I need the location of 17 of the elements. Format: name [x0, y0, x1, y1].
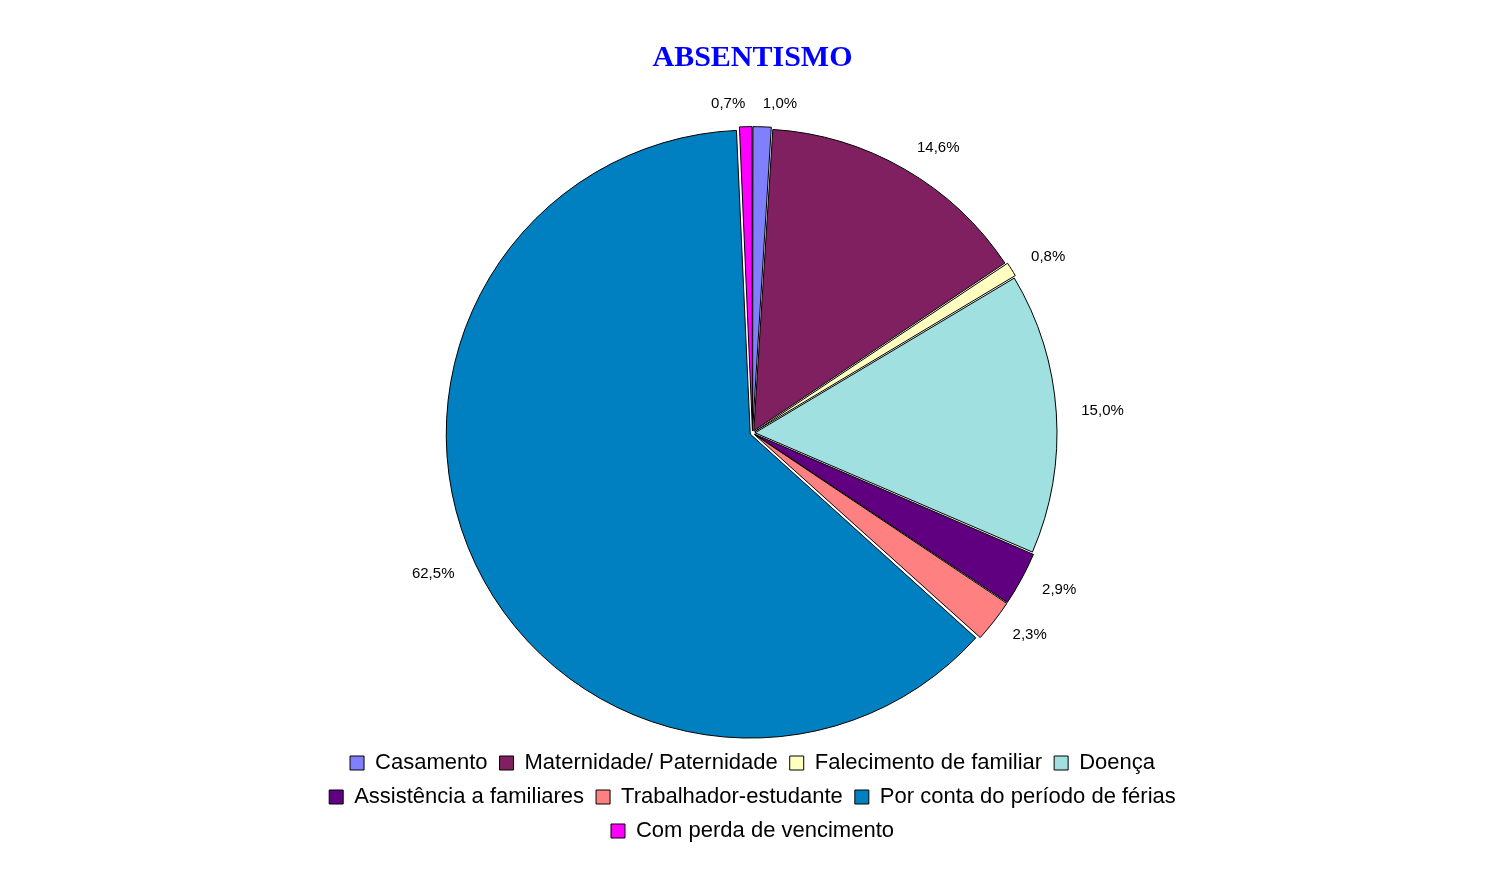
- data-label: 1,0%: [762, 93, 798, 111]
- data-label: 14,6%: [916, 137, 960, 155]
- legend-label: Assistência a familiares: [354, 783, 585, 809]
- data-label: 0,8%: [1031, 247, 1066, 265]
- legend-label: Doença: [1079, 749, 1156, 775]
- data-label: 2,3%: [1012, 625, 1047, 643]
- data-label: 15,0%: [1081, 401, 1124, 419]
- chart-title: ABSENTISMO: [652, 38, 853, 72]
- data-label: 0,7%: [711, 93, 746, 111]
- data-label: 62,5%: [411, 563, 455, 581]
- legend-label: Trabalhador-estudante: [621, 783, 843, 809]
- legend-label: Falecimento de familiar: [814, 749, 1043, 775]
- legend-label: Por conta do período de férias: [879, 783, 1176, 809]
- data-label: 2,9%: [1042, 580, 1077, 598]
- legend-label: Casamento: [375, 749, 488, 775]
- legend-label: Maternidade/ Paternidade: [524, 749, 778, 775]
- legend-label: Com perda de vencimento: [635, 817, 895, 843]
